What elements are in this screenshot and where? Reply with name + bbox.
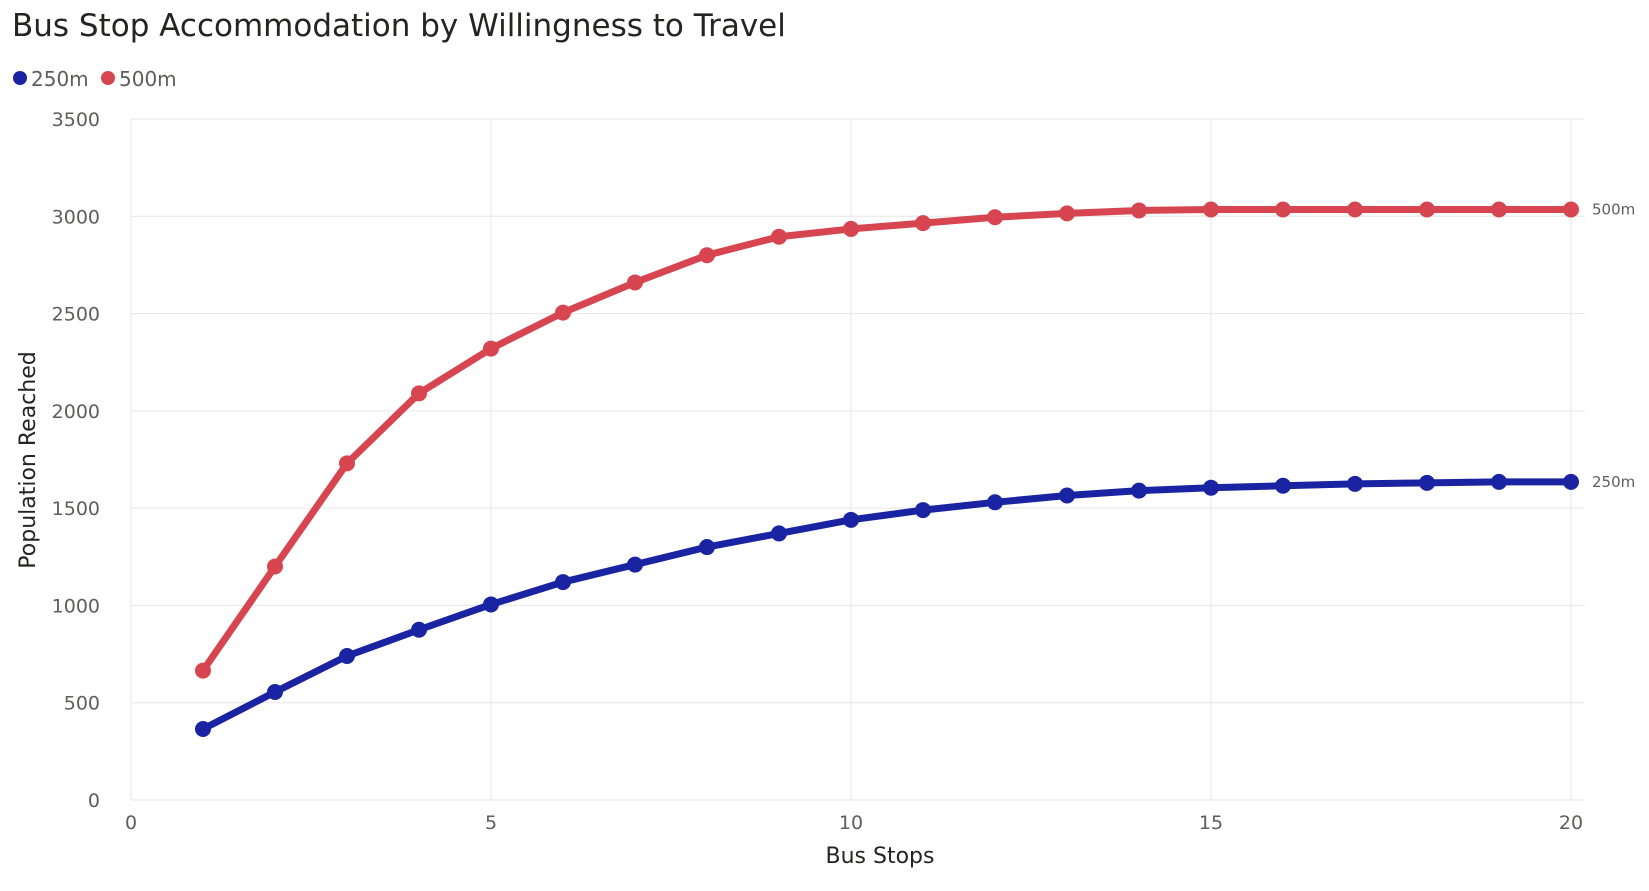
y-axis-ticks: 0 500 1000 1500 2000 2500 3000 3500 [52, 109, 100, 812]
data-point[interactable] [915, 502, 931, 519]
series-250m: 250m [195, 473, 1635, 737]
data-point[interactable] [1419, 474, 1435, 491]
data-point[interactable] [1347, 201, 1363, 218]
y-tick-label: 1500 [52, 498, 100, 520]
legend-item-250m[interactable]: 250m [13, 67, 89, 91]
data-point[interactable] [771, 525, 787, 542]
data-point[interactable] [1203, 479, 1219, 496]
y-axis-title: Population Reached [16, 351, 41, 568]
data-point[interactable] [1419, 201, 1435, 218]
legend-item-500m[interactable]: 500m [101, 67, 177, 91]
legend-marker [13, 71, 27, 85]
data-point[interactable] [1275, 201, 1291, 218]
data-point[interactable] [771, 228, 787, 245]
x-axis-ticks: 0 5 10 15 20 [125, 812, 1583, 834]
data-point[interactable] [1203, 201, 1219, 218]
data-point[interactable] [627, 274, 643, 291]
x-tick-label: 5 [485, 812, 497, 834]
legend-marker [101, 71, 115, 85]
data-point[interactable] [1131, 482, 1147, 499]
x-tick-label: 15 [1199, 812, 1223, 834]
series-end-label: 500m [1592, 200, 1635, 218]
data-point[interactable] [555, 304, 571, 321]
data-point[interactable] [915, 215, 931, 232]
x-tick-label: 0 [125, 812, 137, 834]
data-point[interactable] [195, 720, 211, 737]
data-point[interactable] [843, 220, 859, 237]
data-point[interactable] [699, 247, 715, 264]
data-point[interactable] [987, 209, 1003, 226]
series-line-500m [199, 205, 1575, 675]
chart-title: Bus Stop Accommodation by Willingness to… [12, 8, 786, 44]
x-axis-title: Bus Stops [826, 844, 935, 869]
legend: 250m 500m [13, 67, 177, 91]
y-tick-label: 2500 [52, 304, 100, 326]
x-tick-label: 20 [1559, 812, 1583, 834]
legend-label: 250m [31, 67, 89, 91]
data-point[interactable] [627, 556, 643, 573]
series-group: 250m 500m [195, 200, 1635, 737]
data-point[interactable] [1347, 475, 1363, 492]
y-tick-label: 1000 [52, 595, 100, 617]
data-point[interactable] [1563, 473, 1579, 490]
data-point[interactable] [483, 596, 499, 613]
data-point[interactable] [1491, 473, 1507, 490]
y-tick-label: 2000 [52, 401, 100, 423]
data-point[interactable] [1491, 201, 1507, 218]
x-tick-label: 10 [839, 812, 863, 834]
data-point[interactable] [411, 621, 427, 638]
series-line-250m [199, 478, 1575, 733]
data-point[interactable] [267, 558, 283, 575]
series-500m: 500m [195, 200, 1635, 679]
data-point[interactable] [1059, 205, 1075, 222]
data-point[interactable] [483, 340, 499, 357]
data-point[interactable] [339, 648, 355, 665]
data-point[interactable] [1563, 201, 1579, 218]
data-point[interactable] [699, 539, 715, 556]
data-point[interactable] [987, 494, 1003, 511]
y-tick-label: 0 [88, 790, 100, 812]
series-end-label: 250m [1592, 473, 1635, 491]
legend-label: 500m [119, 67, 177, 91]
data-point[interactable] [195, 662, 211, 679]
y-tick-label: 3500 [52, 109, 100, 131]
y-tick-label: 500 [64, 693, 100, 715]
data-point[interactable] [1131, 202, 1147, 219]
data-point[interactable] [339, 455, 355, 472]
data-point[interactable] [1275, 477, 1291, 494]
data-point[interactable] [843, 511, 859, 528]
data-point[interactable] [267, 684, 283, 701]
y-tick-label: 3000 [52, 206, 100, 228]
data-point[interactable] [1059, 487, 1075, 504]
data-point[interactable] [555, 574, 571, 591]
data-point[interactable] [411, 385, 427, 402]
